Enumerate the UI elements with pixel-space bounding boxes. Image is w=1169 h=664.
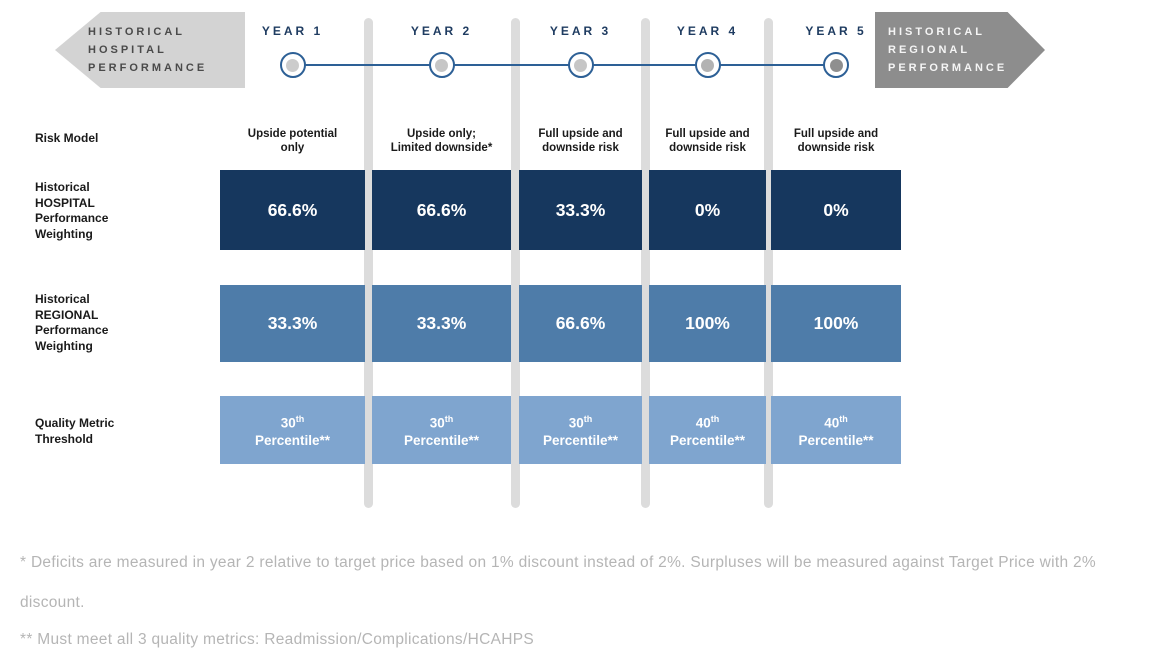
timeline-year-2: YEAR 2 xyxy=(372,24,511,78)
quality-percentile-label: Percentile** xyxy=(542,432,619,448)
quality-percentile-number: 40th xyxy=(695,414,720,431)
column-divider-3 xyxy=(641,18,650,508)
hospital-weighting-cell-year-2: 66.6% xyxy=(372,170,511,250)
historical-hospital-arrow: HISTORICAL HOSPITAL PERFORMANCE xyxy=(55,12,245,88)
regional-weighting-cell-year-1: 33.3% xyxy=(220,285,365,362)
hospital-weighting-cell-year-1: 66.6% xyxy=(220,170,365,250)
timeline-connector-line xyxy=(292,64,836,66)
quality-percentile-number: 40th xyxy=(824,414,848,431)
quality-percentile-label: Percentile** xyxy=(798,432,874,448)
quality-percentile-label: Percentile** xyxy=(403,432,480,448)
historical-regional-arrow-label: HISTORICAL REGIONAL PERFORMANCE xyxy=(888,26,1008,74)
hospital-weighting-cell-year-3: 33.3% xyxy=(519,170,642,250)
risk-model-cell-year-3: Full upside and downside risk xyxy=(538,128,623,154)
year-5-marker-icon xyxy=(823,52,849,78)
timeline-year-3: YEAR 3 xyxy=(519,24,642,78)
year-1-label: YEAR 1 xyxy=(261,24,324,38)
historical-regional-arrow: HISTORICAL REGIONAL PERFORMANCE xyxy=(875,12,1045,88)
quality-percentile-label: Percentile** xyxy=(669,432,746,448)
regional-weighting-cell-year-2: 33.3% xyxy=(372,285,511,362)
year-1-marker-icon xyxy=(279,52,306,78)
quality-threshold-cell-year-3: 30th Percentile** xyxy=(519,396,642,464)
quality-ordinal-suffix: th xyxy=(583,414,593,425)
regional-weighting-cell-year-3: 66.6% xyxy=(519,285,642,362)
quality-threshold-cell-year-4: 40th Percentile** xyxy=(649,396,766,464)
quality-ordinal-suffix: th xyxy=(839,414,848,425)
quality-ordinal-suffix: th xyxy=(295,414,305,425)
risk-model-cell-year-5: Full upside and downside risk xyxy=(793,128,879,154)
year-1-dot xyxy=(286,58,299,72)
column-divider-2 xyxy=(511,18,520,508)
risk-model-cell-year-2: Upside only; Limited downside* xyxy=(390,128,493,154)
historical-hospital-arrow-label: HISTORICAL HOSPITAL PERFORMANCE xyxy=(88,26,208,74)
year-5-dot xyxy=(829,58,843,72)
quality-ordinal-suffix: th xyxy=(710,414,720,425)
year-4-marker-icon xyxy=(694,52,721,78)
row-label-regional-weighting: Historical REGIONAL Performance Weightin… xyxy=(35,292,109,353)
hospital-weighting-cell-year-4: 0% xyxy=(649,170,766,250)
quality-percentile-number: 30th xyxy=(568,414,593,431)
row-label-quality-threshold: Quality Metric Threshold xyxy=(35,416,115,446)
year-3-marker-icon xyxy=(567,52,594,78)
quality-percentile-label: Percentile** xyxy=(254,432,331,448)
year-4-label: YEAR 4 xyxy=(676,24,739,38)
column-divider-1 xyxy=(364,18,373,508)
quality-threshold-cell-year-2: 30th Percentile** xyxy=(372,396,511,464)
quality-threshold-cell-year-1: 30th Percentile** xyxy=(220,396,365,464)
row-label-risk-model: Risk Model xyxy=(35,131,99,145)
quality-percentile-number: 30th xyxy=(429,414,454,431)
footnote-quality-metrics: ** Must meet all 3 quality metrics: Read… xyxy=(20,631,534,648)
regional-weighting-cell-year-4: 100% xyxy=(649,285,766,362)
column-divider-4 xyxy=(764,18,773,508)
quality-percentile-number: 30th xyxy=(280,414,305,431)
year-3-label: YEAR 3 xyxy=(549,24,612,38)
year-4-dot xyxy=(701,58,714,72)
quality-threshold-cell-year-5: 40th Percentile** xyxy=(771,396,901,464)
year-2-marker-icon xyxy=(428,52,455,78)
year-5-label: YEAR 5 xyxy=(805,24,867,38)
timeline-year-4: YEAR 4 xyxy=(649,24,766,78)
year-2-dot xyxy=(435,58,448,72)
hospital-weighting-cell-year-5: 0% xyxy=(771,170,901,250)
year-2-label: YEAR 2 xyxy=(410,24,473,38)
risk-model-cell-year-1: Upside potential only xyxy=(247,128,338,154)
risk-model-cell-year-4: Full upside and downside risk xyxy=(665,128,750,154)
quality-ordinal-suffix: th xyxy=(444,414,454,425)
regional-weighting-cell-year-5: 100% xyxy=(771,285,901,362)
timeline-year-5: YEAR 5 xyxy=(771,24,901,78)
footnote-deficits: * Deficits are measured in year 2 relati… xyxy=(20,554,1096,611)
year-3-dot xyxy=(574,58,587,72)
timeline-year-1: YEAR 1 xyxy=(220,24,365,78)
row-label-hospital-weighting: Historical HOSPITAL Performance Weightin… xyxy=(35,180,109,241)
